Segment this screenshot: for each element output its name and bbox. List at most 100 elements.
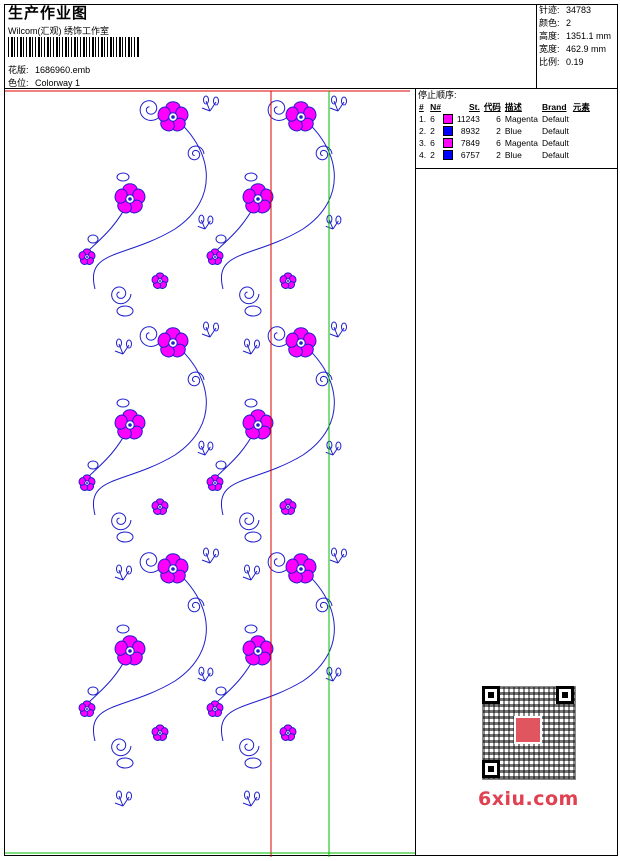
leaf (116, 338, 122, 348)
leaf (116, 305, 134, 317)
flower-core (214, 708, 216, 710)
curl-spiral (111, 512, 132, 531)
needle-number: 2 (430, 125, 435, 136)
leaf (244, 305, 262, 317)
row-element (571, 137, 592, 149)
leaf (254, 339, 260, 349)
sheet-frame (4, 4, 618, 856)
leaf (198, 214, 205, 224)
spec-value: 1351.1 mm (566, 31, 612, 41)
bud (215, 686, 227, 696)
leaf (207, 667, 214, 677)
curl-spiral (315, 145, 333, 161)
row-code: 6 (496, 114, 501, 124)
leaf (213, 322, 219, 332)
leaf (198, 666, 205, 676)
col-code: 代码 (483, 101, 501, 112)
curl-spiral (267, 100, 292, 121)
flower-core (86, 256, 88, 258)
leaf (244, 757, 262, 769)
leaf (203, 95, 209, 105)
leaf (244, 338, 250, 348)
col-stitches: St. (468, 101, 480, 112)
flower-core (256, 649, 260, 653)
color-swatch (442, 114, 453, 125)
leaf-sprig (114, 795, 130, 807)
spec-label: 高度: (539, 31, 560, 41)
color-swatch (442, 150, 453, 161)
leaf-sprig (201, 100, 217, 112)
colorway-row: 色位: Colorway 1 (8, 76, 80, 89)
curl-spiral (187, 371, 205, 387)
leaf-sprig (197, 219, 211, 230)
table-row: 1. 6 11243 6 Magenta Default (417, 113, 592, 125)
bud (87, 234, 99, 244)
design-label: 花版: (8, 65, 29, 75)
col-index: # (419, 101, 424, 112)
leaf (203, 321, 209, 331)
qr-finder-top-right (556, 686, 574, 704)
row-brand: Default (541, 114, 569, 124)
company-name: Wilcom(汇观) 绣饰工作室 (8, 26, 109, 36)
leaf (116, 564, 122, 574)
flower-core (159, 506, 161, 508)
qr-finder-top-left (482, 686, 500, 704)
row-desc: Magenta (504, 138, 538, 148)
flower-core (214, 256, 216, 258)
flower-core (159, 280, 161, 282)
leaf-sprig (201, 552, 217, 564)
vine-stem (84, 339, 207, 516)
row-needle: 6 (428, 113, 455, 125)
row-needle: 2 (428, 149, 455, 161)
spec-label: 比例: (539, 57, 560, 67)
row-stitches: 6757 (460, 150, 480, 160)
row-index: 4. (419, 150, 427, 160)
qr-code (470, 680, 586, 782)
spec-value: 462.9 mm (566, 44, 607, 54)
barcode (8, 37, 140, 57)
leaf (254, 791, 260, 801)
flower-core (171, 341, 175, 345)
row-desc: Blue (504, 150, 522, 160)
table-header-row: # N# St. 代码 描述 Brand 元素 (417, 100, 592, 113)
row-code: 6 (496, 138, 501, 148)
curl-spiral (239, 512, 260, 531)
flower-core (86, 482, 88, 484)
row-brand: Default (541, 150, 569, 160)
spec-value: 34783 (566, 5, 592, 15)
spec-label: 宽度: (539, 44, 560, 54)
row-index: 3. (419, 138, 427, 148)
flower-core (256, 197, 260, 201)
flower-core (287, 506, 289, 508)
col-desc: 描述 (504, 101, 522, 112)
stop-sequence-table: # N# St. 代码 描述 Brand 元素 1. 6 11243 6 Magenta… (417, 100, 592, 161)
leaf (244, 531, 262, 543)
row-element (571, 149, 592, 161)
spec-height: 高度: 1351.1 mm (539, 30, 611, 43)
row-desc: Magenta (504, 114, 538, 124)
row-index: 1. (419, 114, 427, 124)
leaf (116, 757, 134, 769)
stop-sequence-title: 停止顺序: (418, 90, 457, 100)
col-needle: N# (430, 101, 441, 112)
flower-core (299, 115, 303, 119)
flower-core (287, 732, 289, 734)
col-element: 元素 (572, 101, 590, 112)
qr-logo (514, 716, 542, 744)
flower-core (171, 115, 175, 119)
curl-spiral (187, 145, 205, 161)
leaf (335, 667, 342, 677)
colorway-label: 色位: (8, 78, 29, 88)
bud (87, 686, 99, 696)
leaf (207, 441, 214, 451)
leaf (331, 547, 337, 557)
leaf-sprig (197, 445, 211, 456)
vine-stem (212, 339, 335, 516)
leaf-sprig (329, 326, 345, 338)
vine-stem (84, 113, 207, 290)
leaf (244, 564, 250, 574)
bud (215, 234, 227, 244)
leaf-sprig (201, 326, 217, 338)
needle-number: 6 (430, 137, 435, 148)
curl-spiral (267, 552, 292, 573)
